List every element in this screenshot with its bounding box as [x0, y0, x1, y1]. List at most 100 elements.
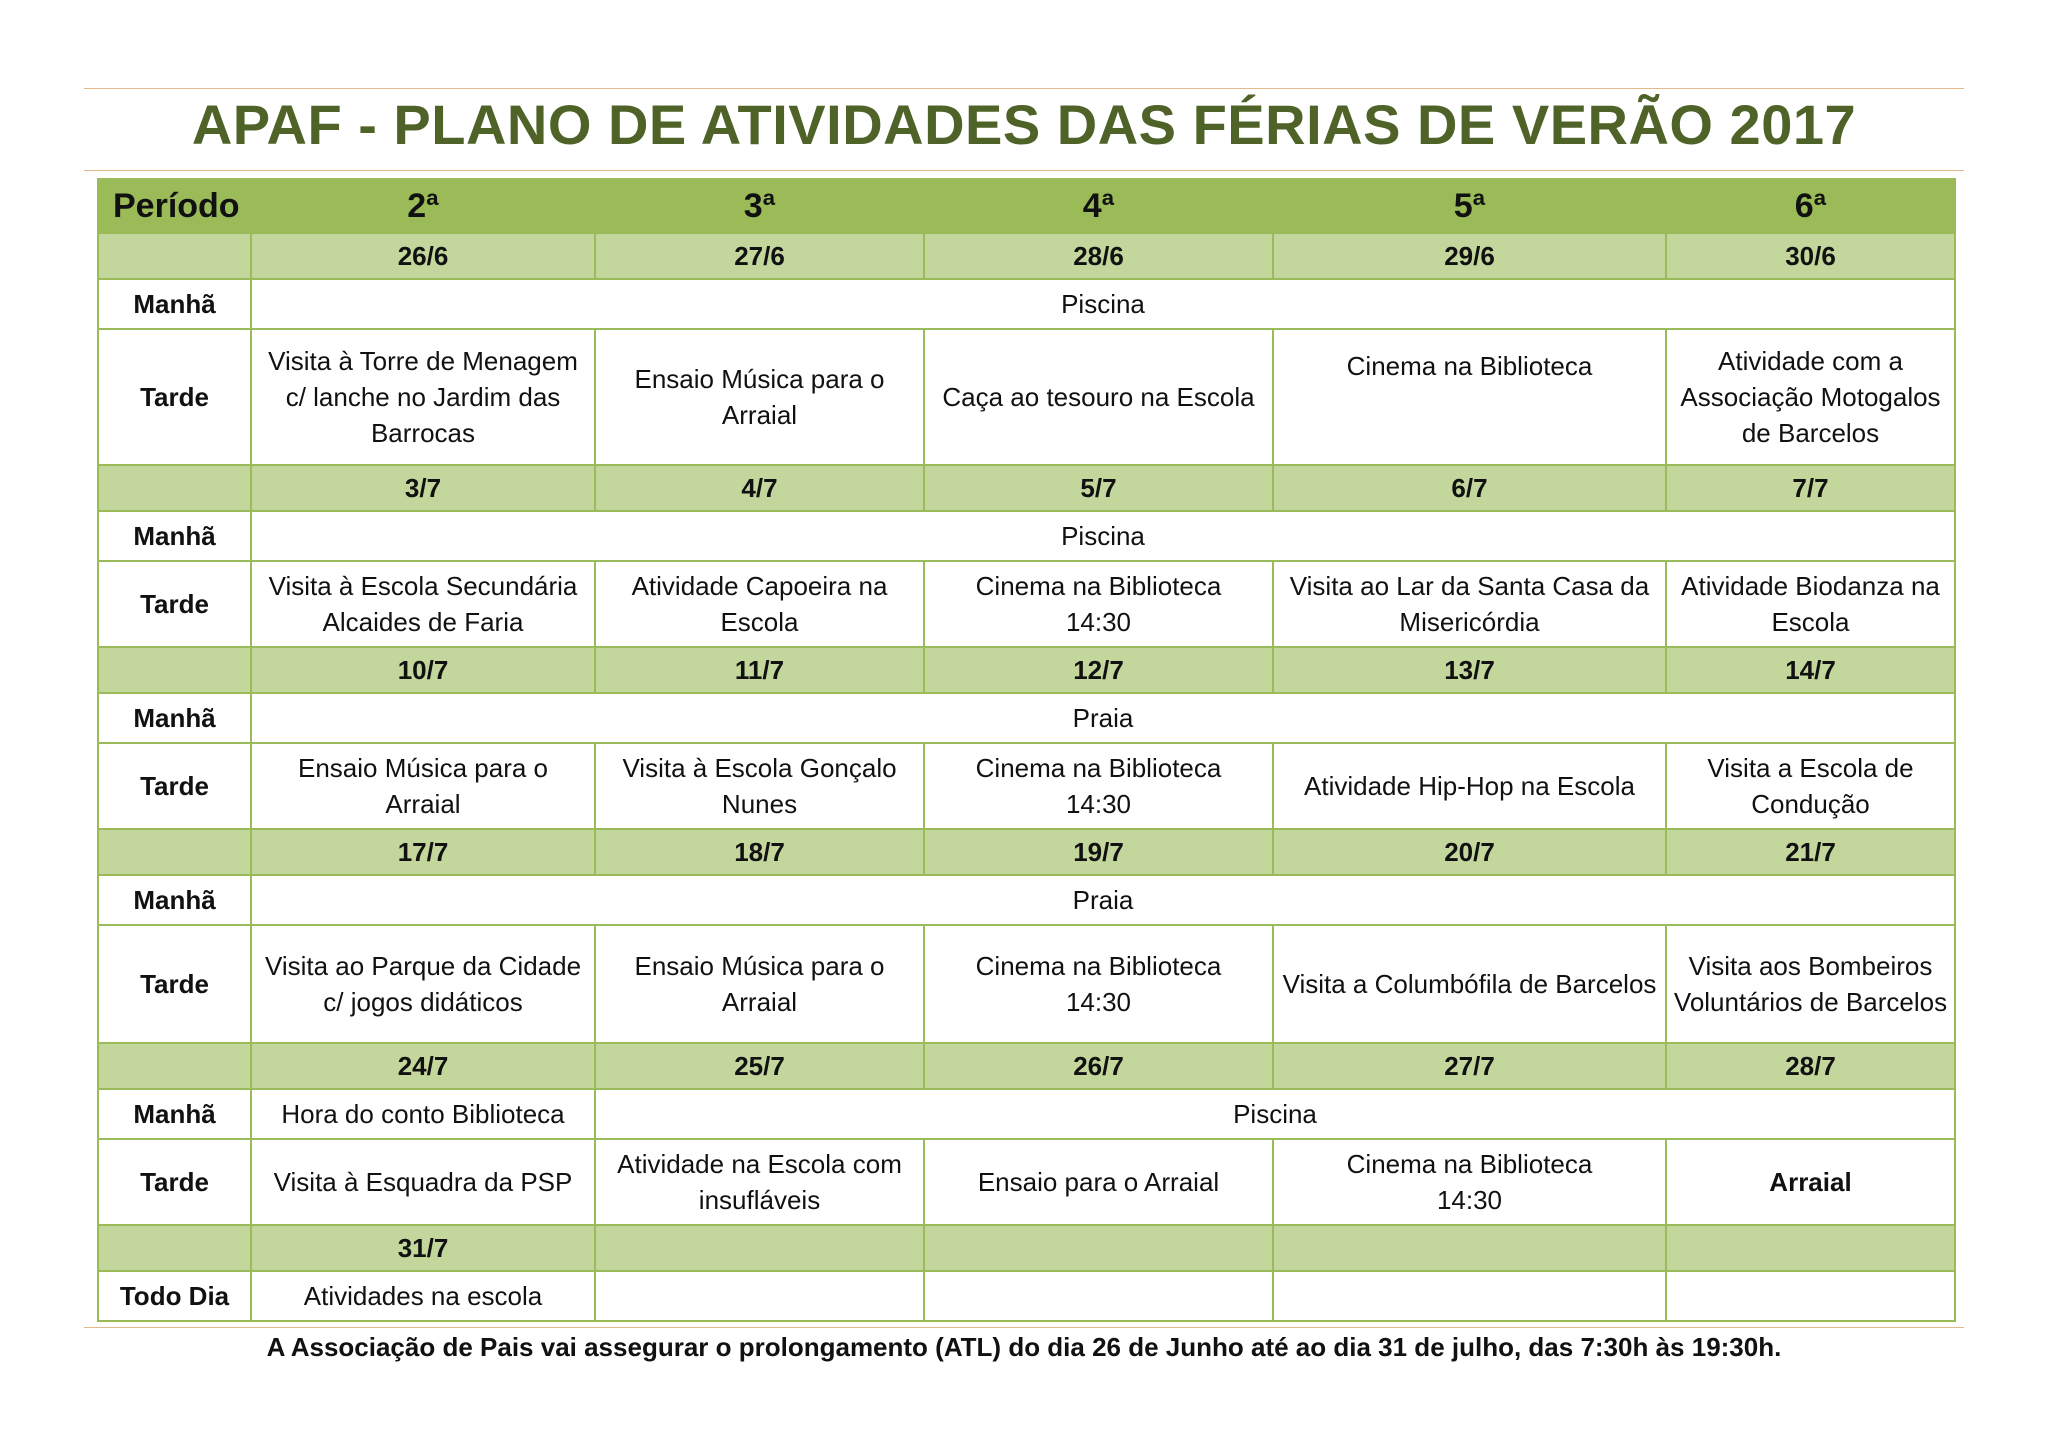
tarde-activity: Visita à Escola Secundária Alcaides de F… [250, 560, 596, 648]
date-label-empty [97, 1042, 252, 1090]
tarde-activity-cinema: Cinema na Biblioteca 14:30 [1272, 1138, 1667, 1226]
empty-cell [1272, 1270, 1667, 1322]
week-6-dates-row: 31/7 [97, 1224, 1956, 1272]
date-label-empty [97, 1224, 252, 1272]
date-cell: 29/6 [1272, 232, 1667, 280]
tarde-activity: Atividade Capoeira na Escola [594, 560, 925, 648]
cinema-time: 14:30 [1065, 789, 1132, 819]
cinema-time: 14:30 [1436, 1185, 1503, 1215]
date-cell: 26/6 [250, 232, 596, 280]
footer-note: A Associação de Pais vai assegurar o pro… [266, 1332, 1782, 1362]
date-cell: 4/7 [594, 464, 925, 512]
tarde-activity-arraial: Arraial [1665, 1138, 1956, 1226]
week-1-tarde-row: Tarde Visita à Torre de Menagem c/ lanch… [97, 328, 1956, 466]
date-cell: 26/7 [923, 1042, 1274, 1090]
tarde-activity: Visita à Escola Gonçalo Nunes [594, 742, 925, 830]
date-cell: 31/7 [250, 1224, 596, 1272]
tarde-activity: Atividade Hip-Hop na Escola [1272, 742, 1667, 830]
cinema-time: 14:30 [1065, 987, 1132, 1017]
header-thursday: 5ª [1272, 178, 1667, 234]
week-3-dates-row: 10/7 11/7 12/7 13/7 14/7 [97, 646, 1956, 694]
manha-activity: Praia [250, 874, 1956, 926]
tarde-activity-cinema: Cinema na Biblioteca 14:30 [923, 924, 1274, 1044]
date-cell: 12/7 [923, 646, 1274, 694]
tarde-activity: Visita a Escola de Condução [1665, 742, 1956, 830]
header-periodo: Período [97, 178, 252, 234]
top-rule [84, 88, 1964, 89]
page-title: APAF - PLANO DE ATIVIDADES DAS FÉRIAS DE… [191, 93, 1857, 156]
date-label-empty [97, 646, 252, 694]
cinema-label: Cinema na Biblioteca [1346, 1149, 1593, 1179]
date-label-empty [97, 464, 252, 512]
empty-cell [923, 1270, 1274, 1322]
manha-activity: Piscina [250, 278, 1956, 330]
date-cell: 28/6 [923, 232, 1274, 280]
header-friday: 6ª [1665, 178, 1956, 234]
activities-table: Período 2ª 3ª 4ª 5ª 6ª 26/6 27/6 28/6 29… [97, 178, 1956, 1322]
tarde-activity: Ensaio Música para o Arraial [594, 924, 925, 1044]
header-row: Período 2ª 3ª 4ª 5ª 6ª [97, 178, 1956, 234]
week-2-dates-row: 3/7 4/7 5/7 6/7 7/7 [97, 464, 1956, 512]
tarde-activity: Ensaio Música para o Arraial [594, 328, 925, 466]
week-5-dates-row: 24/7 25/7 26/7 27/7 28/7 [97, 1042, 1956, 1090]
date-cell [1272, 1224, 1667, 1272]
header-monday: 2ª [250, 178, 596, 234]
week-4-tarde-row: Tarde Visita ao Parque da Cidade c/ jogo… [97, 924, 1956, 1044]
date-cell: 14/7 [1665, 646, 1956, 694]
date-cell: 10/7 [250, 646, 596, 694]
row-label-tarde: Tarde [97, 924, 252, 1044]
date-label-empty [97, 232, 252, 280]
date-cell: 25/7 [594, 1042, 925, 1090]
tarde-activity: Caça ao tesouro na Escola [923, 328, 1274, 466]
row-label-manha: Manhã [97, 692, 252, 744]
cinema-label: Cinema na Biblioteca [975, 571, 1222, 601]
tarde-activity: Visita a Columbófila de Barcelos [1272, 924, 1667, 1044]
empty-cell [1665, 1270, 1956, 1322]
row-label-tarde: Tarde [97, 1138, 252, 1226]
todo-dia-activity: Atividades na escola [250, 1270, 596, 1322]
tarde-activity: Atividade Biodanza na Escola [1665, 560, 1956, 648]
week-5-tarde-row: Tarde Visita à Esquadra da PSP Atividade… [97, 1138, 1956, 1226]
tarde-activity: Ensaio para o Arraial [923, 1138, 1274, 1226]
week-5-manha-row: Manhã Hora do conto Biblioteca Piscina [97, 1088, 1956, 1140]
row-label-manha: Manhã [97, 278, 252, 330]
manha-activity: Praia [250, 692, 1956, 744]
week-3-tarde-row: Tarde Ensaio Música para o Arraial Visit… [97, 742, 1956, 830]
header-wednesday: 4ª [923, 178, 1274, 234]
bottom-rule [84, 1327, 1964, 1328]
date-cell: 17/7 [250, 828, 596, 876]
manha-activity-monday: Hora do conto Biblioteca [250, 1088, 596, 1140]
tarde-activity: Visita à Torre de Menagem c/ lanche no J… [250, 328, 596, 466]
date-cell: 18/7 [594, 828, 925, 876]
date-cell [1665, 1224, 1956, 1272]
row-label-manha: Manhã [97, 510, 252, 562]
week-4-dates-row: 17/7 18/7 19/7 20/7 21/7 [97, 828, 1956, 876]
week-6-todo-dia-row: Todo Dia Atividades na escola [97, 1270, 1956, 1322]
date-cell: 21/7 [1665, 828, 1956, 876]
date-cell: 30/6 [1665, 232, 1956, 280]
manha-activity: Piscina [250, 510, 1956, 562]
week-2-tarde-row: Tarde Visita à Escola Secundária Alcaide… [97, 560, 1956, 648]
empty-cell [594, 1270, 925, 1322]
tarde-activity: Visita aos Bombeiros Voluntários de Barc… [1665, 924, 1956, 1044]
title-rule [84, 170, 1964, 171]
tarde-activity: Visita ao Parque da Cidade c/ jogos didá… [250, 924, 596, 1044]
week-2-manha-row: Manhã Piscina [97, 510, 1956, 562]
tarde-activity: Cinema na Biblioteca [1272, 328, 1667, 466]
manha-activity: Piscina [594, 1088, 1956, 1140]
week-1-dates-row: 26/6 27/6 28/6 29/6 30/6 [97, 232, 1956, 280]
tarde-activity-cinema: Cinema na Biblioteca 14:30 [923, 560, 1274, 648]
date-cell: 20/7 [1272, 828, 1667, 876]
date-cell: 28/7 [1665, 1042, 1956, 1090]
row-label-manha: Manhã [97, 874, 252, 926]
tarde-activity: Ensaio Música para o Arraial [250, 742, 596, 830]
date-cell [923, 1224, 1274, 1272]
date-cell: 7/7 [1665, 464, 1956, 512]
date-cell [594, 1224, 925, 1272]
tarde-activity: Atividade na Escola com insufláveis [594, 1138, 925, 1226]
tarde-activity: Atividade com a Associação Motogalos de … [1665, 328, 1956, 466]
row-label-manha: Manhã [97, 1088, 252, 1140]
header-tuesday: 3ª [594, 178, 925, 234]
date-cell: 5/7 [923, 464, 1274, 512]
date-cell: 27/6 [594, 232, 925, 280]
